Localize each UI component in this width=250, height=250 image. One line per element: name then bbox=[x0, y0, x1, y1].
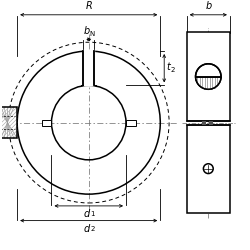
Text: 2: 2 bbox=[170, 67, 174, 73]
Text: b: b bbox=[205, 1, 212, 11]
Text: R: R bbox=[85, 1, 92, 11]
Bar bbox=[0, 107, 17, 138]
Bar bbox=[83, 50, 94, 85]
Text: N: N bbox=[89, 31, 94, 37]
Text: t: t bbox=[166, 62, 170, 72]
Text: 2: 2 bbox=[90, 226, 95, 232]
Bar bbox=[187, 32, 230, 121]
Text: d: d bbox=[84, 224, 90, 234]
Circle shape bbox=[196, 64, 221, 89]
Bar bbox=[209, 121, 213, 124]
Wedge shape bbox=[196, 76, 221, 89]
Bar bbox=[42, 120, 51, 126]
Bar bbox=[202, 121, 206, 124]
Bar bbox=[0, 107, 17, 138]
Circle shape bbox=[204, 164, 213, 173]
Text: d: d bbox=[84, 209, 90, 219]
Bar bbox=[187, 124, 230, 213]
Text: 1: 1 bbox=[90, 211, 95, 217]
Text: b: b bbox=[84, 26, 90, 36]
Bar bbox=[126, 120, 136, 126]
